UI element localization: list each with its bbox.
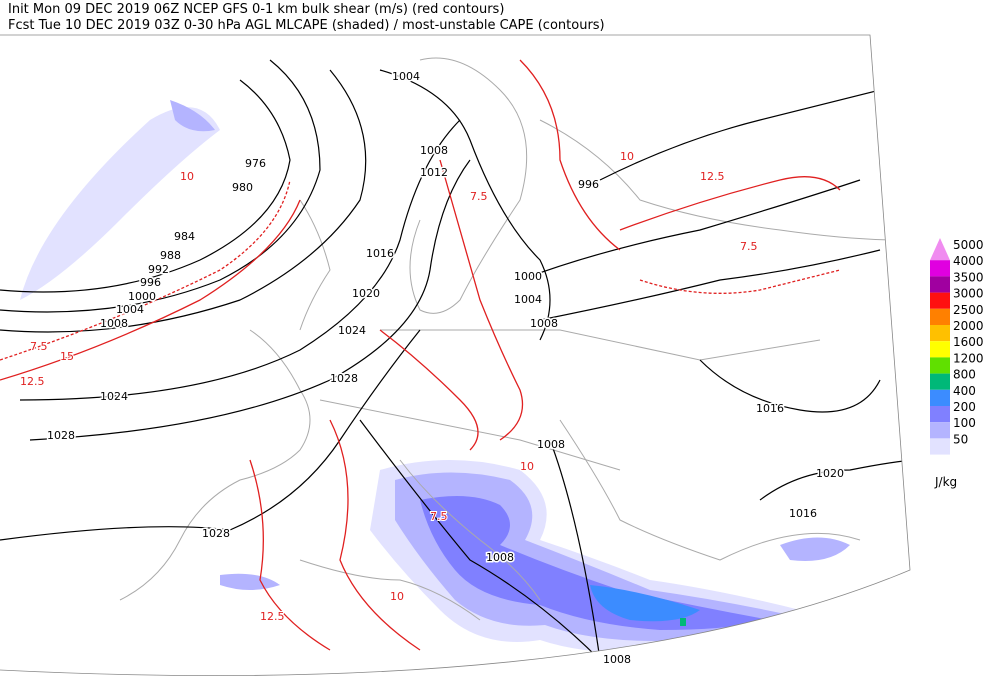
shear-label: 7.5 xyxy=(430,510,448,523)
header-line2: Fcst Tue 10 DEC 2019 03Z 0-30 hPa AGL ML… xyxy=(8,18,605,33)
legend-swatch xyxy=(930,373,950,390)
legend-label: 1600 xyxy=(953,335,984,349)
isobar-label: 984 xyxy=(174,230,195,243)
shear-label: 7.5 xyxy=(740,240,758,253)
coastlines xyxy=(119,57,901,621)
isobar-label: 1008 xyxy=(420,144,448,157)
legend-label: 2500 xyxy=(953,303,984,317)
legend-swatch xyxy=(930,292,950,309)
isobar-label: 992 xyxy=(148,263,169,276)
isobars xyxy=(0,59,910,661)
isobar-label: 1008 xyxy=(530,317,558,330)
shear-label: 10 xyxy=(520,460,534,473)
isobar-label: 1020 xyxy=(352,287,380,300)
isobar-label: 1008 xyxy=(486,551,514,564)
legend-label: 800 xyxy=(953,368,976,382)
legend-swatch xyxy=(930,389,950,406)
shear-label: 7.5 xyxy=(30,340,48,353)
isobar-label: 980 xyxy=(232,181,253,194)
legend-swatch xyxy=(930,308,950,325)
shear-label: 10 xyxy=(390,590,404,603)
isobar-label: 1004 xyxy=(514,293,542,306)
legend-label: 100 xyxy=(953,416,976,430)
isobar-label: 1004 xyxy=(392,70,420,83)
isobar-label: 1000 xyxy=(128,290,156,303)
shear-label: 12.5 xyxy=(20,375,45,388)
isobar-label: 1008 xyxy=(537,438,565,451)
legend-swatch xyxy=(930,406,950,423)
shear-label: 10 xyxy=(180,170,194,183)
legend-label: 5000 xyxy=(953,238,984,252)
legend-label: 4000 xyxy=(953,254,984,268)
isobar-label: 1004 xyxy=(116,303,144,316)
isobar-label: 976 xyxy=(245,157,266,170)
legend-swatch xyxy=(930,276,950,293)
legend-unit: J/kg xyxy=(934,475,957,489)
isobar-label: 1024 xyxy=(100,390,128,403)
isobar-label: 1024 xyxy=(338,324,366,337)
isobar-label: 1028 xyxy=(47,429,75,442)
domain-border xyxy=(0,34,911,677)
legend-arrow xyxy=(930,238,950,261)
shear-label: 12.5 xyxy=(260,610,285,623)
legend-label: 1200 xyxy=(953,351,984,365)
cape-shading xyxy=(20,100,850,654)
legend-label: 50 xyxy=(953,432,968,446)
isobar-label: 1028 xyxy=(202,527,230,540)
contour-labels: 1004976980100810129849889929961000100410… xyxy=(19,69,846,668)
isobar-label: 1012 xyxy=(420,166,448,179)
map-area xyxy=(0,35,910,676)
shear-label: 7.5 xyxy=(470,190,488,203)
shear-label: 10 xyxy=(620,150,634,163)
shear-label: 12.5 xyxy=(700,170,725,183)
shear-contours xyxy=(0,59,841,651)
legend-swatch xyxy=(930,341,950,358)
isobar-label: 988 xyxy=(160,249,181,262)
legend: 5000 4000 3500 3000 2500 2000 1600 1200 800 400 20… xyxy=(930,238,984,489)
isobar-label: 996 xyxy=(578,178,599,191)
isobar-label: 1000 xyxy=(514,270,542,283)
legend-swatch xyxy=(930,260,950,277)
legend-label: 2000 xyxy=(953,319,984,333)
shear-label: 15 xyxy=(60,350,74,363)
legend-swatch xyxy=(930,438,950,455)
legend-label: 3000 xyxy=(953,287,984,301)
isobar-label: 1016 xyxy=(756,402,784,415)
legend-swatch xyxy=(930,325,950,342)
isobar-label: 1008 xyxy=(100,317,128,330)
legend-swatch xyxy=(930,357,950,374)
legend-swatch xyxy=(930,422,950,439)
header-line1: Init Mon 09 DEC 2019 06Z NCEP GFS 0-1 km… xyxy=(8,2,504,17)
isobar-label: 1028 xyxy=(330,372,358,385)
isobar-label: 1016 xyxy=(366,247,394,260)
isobar-label: 1016 xyxy=(789,507,817,520)
isobar-label: 1008 xyxy=(603,653,631,666)
legend-label: 200 xyxy=(953,400,976,414)
legend-label: 3500 xyxy=(953,270,984,284)
isobar-label: 1020 xyxy=(816,467,844,480)
isobar-label: 996 xyxy=(140,276,161,289)
legend-label: 400 xyxy=(953,384,976,398)
